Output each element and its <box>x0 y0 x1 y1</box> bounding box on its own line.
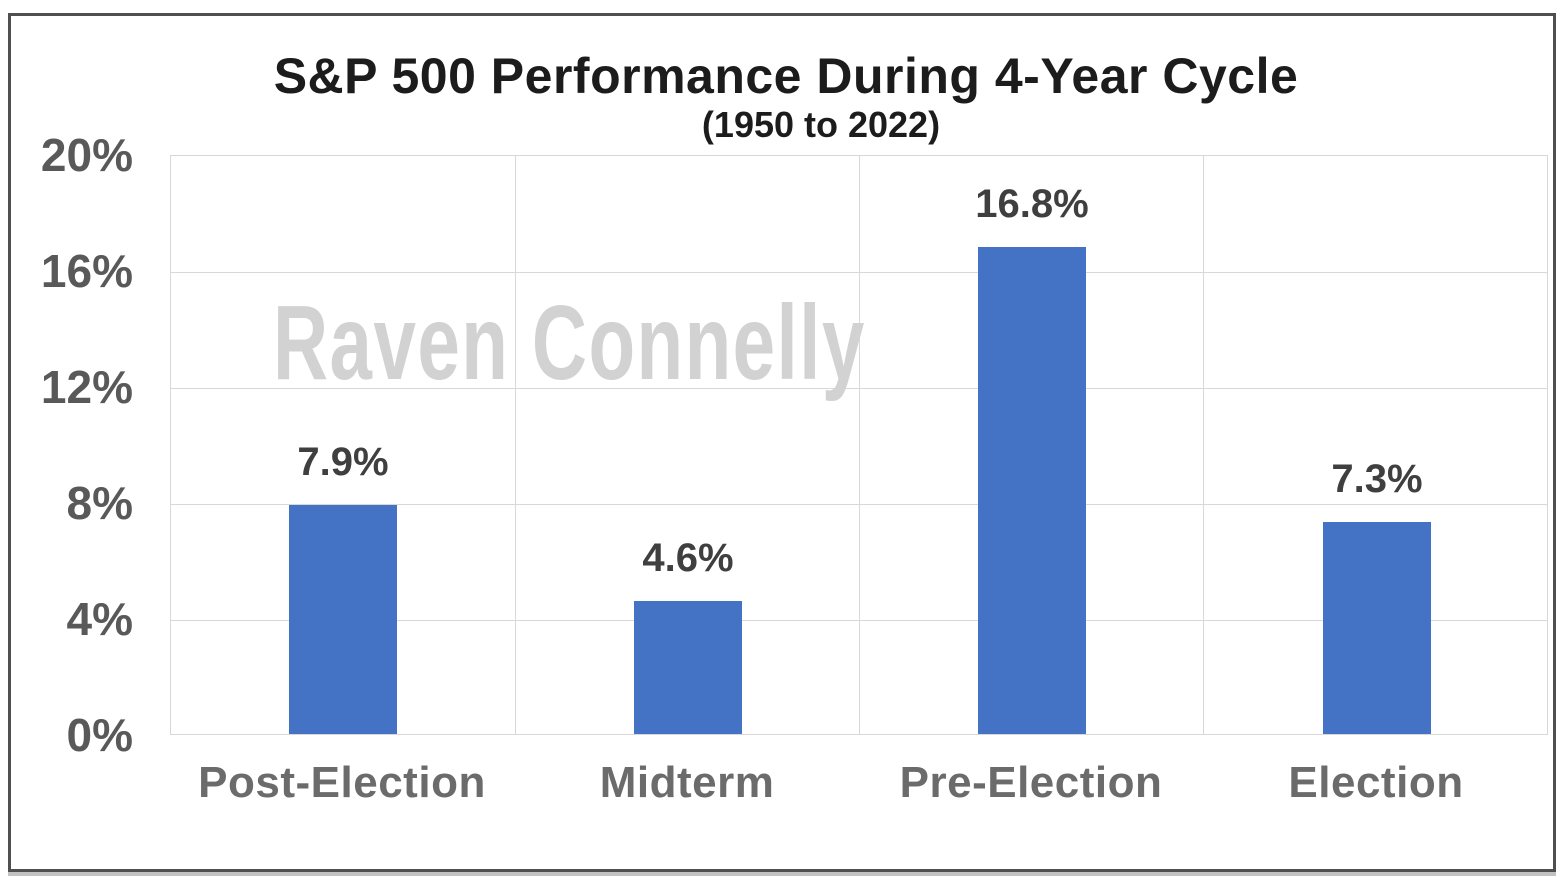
bar-election <box>1323 522 1431 734</box>
gridline-vertical <box>515 156 516 734</box>
x-tick-post-election: Post-Election <box>198 758 486 807</box>
y-tick-label: 16% <box>40 245 133 297</box>
bar-post-election <box>289 505 397 734</box>
bar-value-label: 16.8% <box>975 182 1089 226</box>
x-tick-midterm: Midterm <box>599 758 775 807</box>
bar-pre-election <box>978 247 1086 734</box>
x-tick-election: Election <box>1288 758 1464 807</box>
bar-value-label: 4.6% <box>642 536 734 580</box>
chart-subtitle: (1950 to 2022) <box>701 104 941 145</box>
y-tick-label: 8% <box>66 477 133 529</box>
watermark-text: Raven Connelly <box>273 284 866 402</box>
y-axis: 20% 16% 12% 8% 4% 0% <box>11 130 133 760</box>
y-tick-label: 20% <box>40 129 133 181</box>
x-tick-pre-election: Pre-Election <box>899 758 1163 807</box>
chart-frame: S&P 500 Performance During 4-Year Cycle … <box>8 13 1556 872</box>
bar-midterm <box>634 601 742 734</box>
y-tick-label: 4% <box>66 593 133 645</box>
gridline-vertical <box>859 156 860 734</box>
chart-title: S&P 500 Performance During 4-Year Cycle <box>273 48 1299 104</box>
bar-value-label: 7.9% <box>297 440 389 484</box>
bar-value-label: 7.3% <box>1331 457 1423 501</box>
y-tick-label: 0% <box>66 709 133 761</box>
y-tick-label: 12% <box>40 361 133 413</box>
x-axis: Post-Election Midterm Pre-Election Elect… <box>170 758 1548 818</box>
plot-area: 7.9% 4.6% 16.8% 7.3% <box>170 155 1548 735</box>
gridline-vertical <box>1203 156 1204 734</box>
